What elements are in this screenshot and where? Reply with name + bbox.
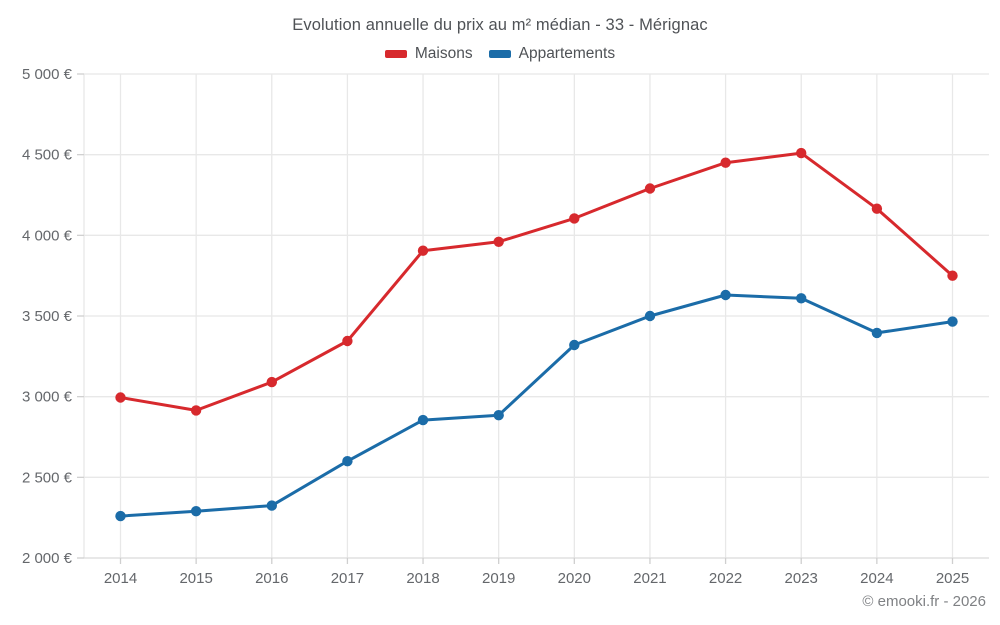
copyright-credit: © emooki.fr - 2026: [862, 593, 986, 610]
svg-text:3 500 €: 3 500 €: [22, 308, 73, 325]
data-point-maisons-2018: [417, 245, 429, 256]
svg-text:4 500 €: 4 500 €: [22, 147, 73, 164]
svg-text:5 000 €: 5 000 €: [22, 66, 73, 83]
svg-text:2025: 2025: [936, 570, 969, 587]
svg-text:2015: 2015: [179, 570, 212, 587]
data-point-maisons-2016: [266, 376, 277, 388]
svg-text:3 000 €: 3 000 €: [22, 389, 73, 406]
svg-text:2023: 2023: [785, 570, 818, 587]
legend-swatch-appartements: [488, 50, 511, 58]
series-appartements: [115, 289, 958, 522]
axis-ticks: [77, 73, 954, 564]
data-point-appartements-2021: [644, 310, 656, 322]
data-point-maisons-2020: [569, 213, 580, 224]
chart-title: Evolution annuelle du prix au m² médian …: [292, 16, 708, 34]
data-point-maisons-2021: [644, 183, 656, 194]
data-point-appartements-2017: [342, 456, 353, 467]
data-point-appartements-2022: [720, 289, 731, 301]
svg-text:2 500 €: 2 500 €: [22, 469, 73, 486]
data-point-appartements-2020: [569, 339, 580, 351]
data-point-appartements-2018: [417, 414, 429, 426]
data-point-maisons-2024: [871, 203, 883, 214]
svg-text:2014: 2014: [104, 570, 137, 587]
data-point-appartements-2014: [115, 510, 126, 522]
svg-text:2020: 2020: [558, 570, 591, 587]
data-point-appartements-2024: [871, 327, 883, 339]
data-point-maisons-2022: [720, 157, 731, 168]
data-point-maisons-2023: [796, 147, 807, 159]
svg-text:2016: 2016: [255, 570, 288, 587]
chart-legend: Maisons Appartements: [0, 45, 1000, 63]
data-point-maisons-2025: [947, 270, 958, 281]
svg-text:2 000 €: 2 000 €: [22, 550, 73, 567]
svg-text:2017: 2017: [331, 570, 364, 587]
svg-text:2021: 2021: [633, 570, 666, 587]
svg-text:2022: 2022: [709, 570, 742, 587]
y-axis-labels: 2 000 € 2 500 € 3 000 € 3 500 € 4 000 € 4 500…: [22, 66, 73, 567]
svg-text:2024: 2024: [860, 570, 893, 587]
svg-text:2019: 2019: [482, 570, 515, 587]
data-point-appartements-2015: [190, 506, 202, 517]
legend-item-maisons: Maisons: [384, 45, 473, 63]
data-point-appartements-2019: [493, 410, 504, 421]
data-point-maisons-2019: [493, 236, 504, 247]
data-point-appartements-2016: [266, 500, 277, 511]
gridlines: [83, 73, 989, 559]
svg-text:2018: 2018: [406, 570, 439, 587]
data-point-appartements-2025: [947, 316, 958, 327]
data-point-maisons-2014: [115, 392, 126, 403]
legend-item-appartements: Appartements: [488, 45, 616, 63]
data-point-appartements-2023: [796, 293, 807, 304]
data-point-maisons-2015: [190, 405, 202, 416]
x-axis-labels: 2014 2015 2016 2017 2018 2019 2020 2021 2022 2023…: [104, 570, 969, 587]
legend-label-appartements: Appartements: [518, 45, 616, 62]
svg-text:4 000 €: 4 000 €: [22, 227, 73, 244]
series-maisons: [115, 147, 958, 416]
legend-swatch-maisons: [384, 50, 407, 58]
legend-label-maisons: Maisons: [414, 45, 473, 62]
data-point-maisons-2017: [342, 335, 353, 347]
